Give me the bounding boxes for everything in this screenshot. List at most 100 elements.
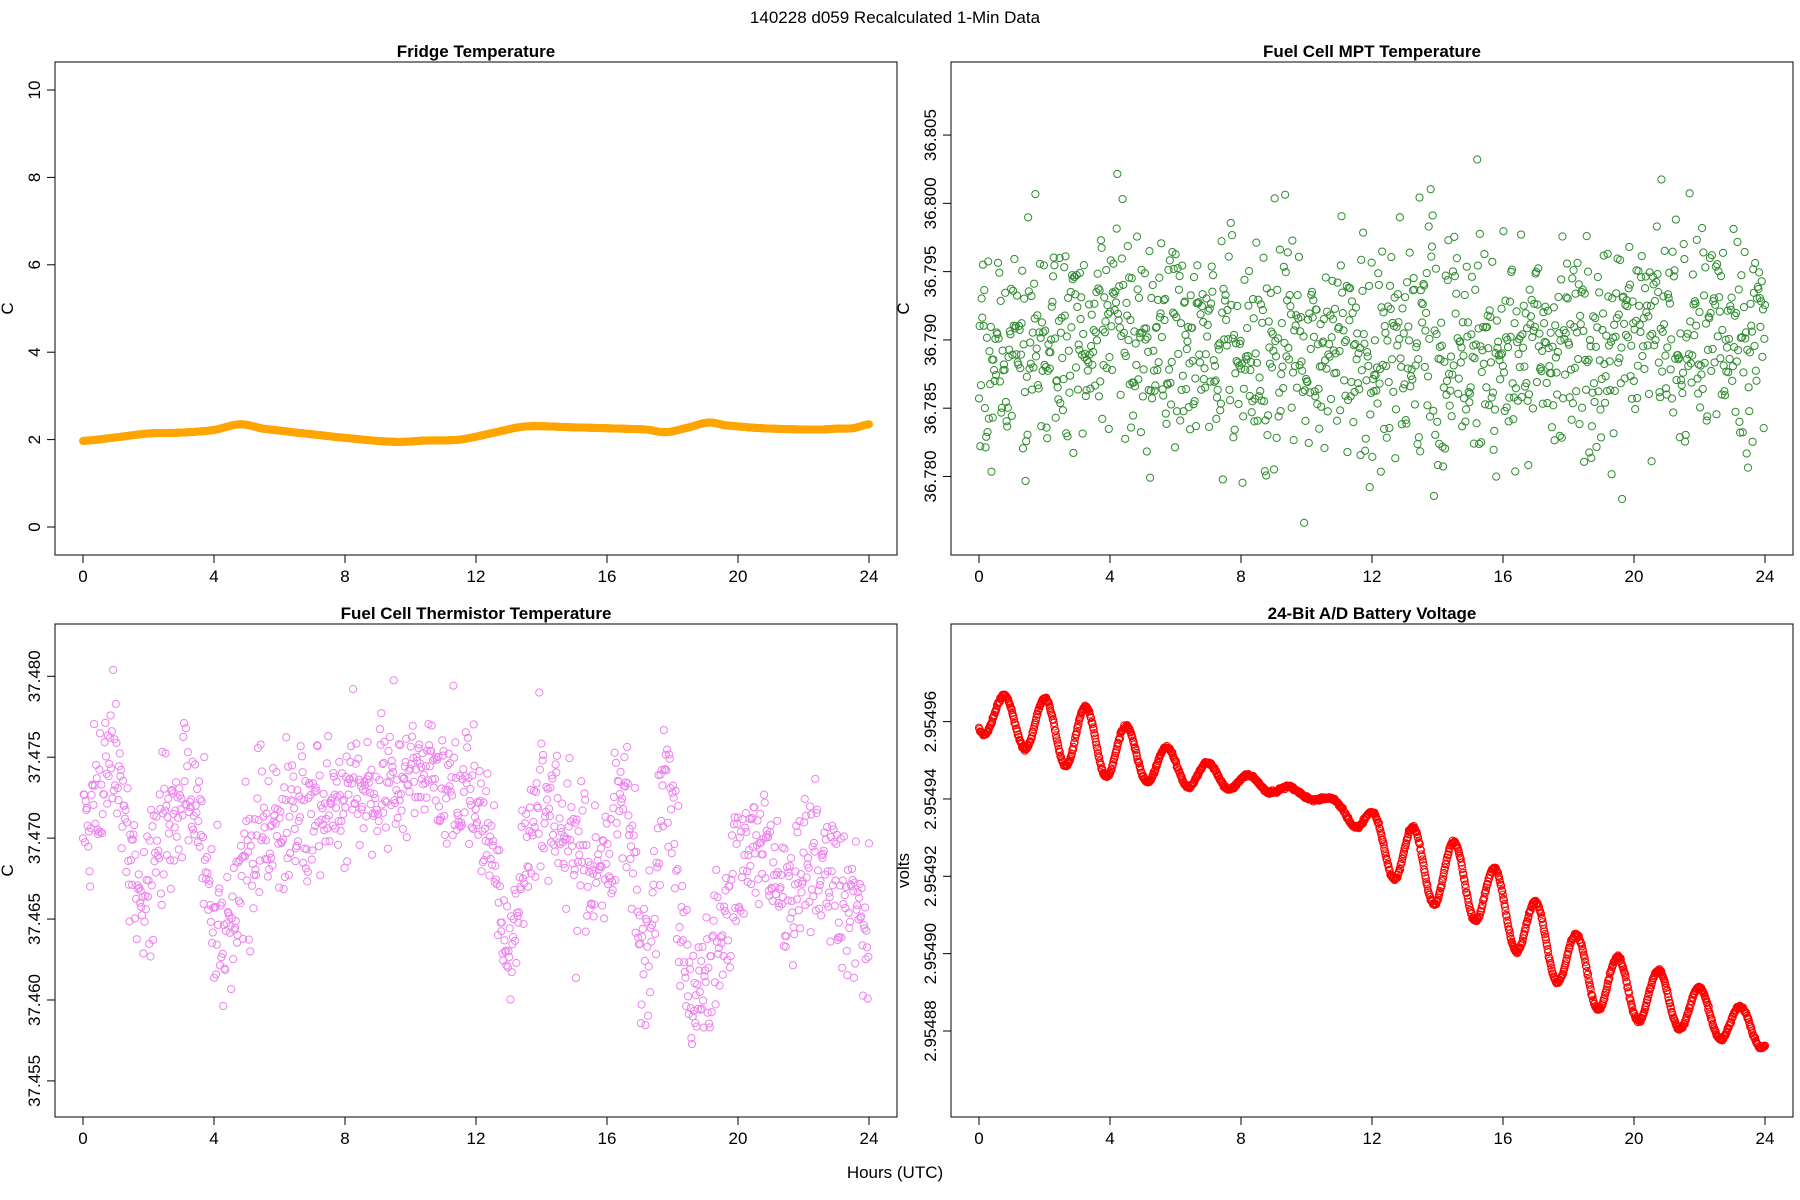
data-point xyxy=(1437,341,1446,350)
data-point xyxy=(197,797,206,806)
data-point xyxy=(1398,304,1407,313)
data-point xyxy=(1049,253,1058,262)
data-point xyxy=(1583,267,1593,276)
data-point xyxy=(1089,326,1098,335)
data-point xyxy=(1058,353,1067,363)
data-point xyxy=(1642,308,1651,317)
data-point xyxy=(375,724,385,734)
data-point xyxy=(982,432,991,441)
data-point xyxy=(986,322,995,332)
data-point xyxy=(760,790,769,799)
data-point xyxy=(1260,397,1269,406)
data-point xyxy=(1115,323,1125,332)
data-point xyxy=(331,803,341,812)
data-point xyxy=(816,876,825,886)
data-point xyxy=(1405,248,1414,257)
data-point xyxy=(1504,417,1513,426)
data-point xyxy=(1213,385,1222,394)
data-point xyxy=(97,780,106,789)
data-point xyxy=(1751,366,1760,375)
y-tick-label: 0 xyxy=(25,522,44,531)
data-point xyxy=(1569,266,1578,275)
data-point xyxy=(666,805,676,814)
data-point xyxy=(1073,302,1082,312)
data-point xyxy=(1323,407,1332,416)
data-point xyxy=(1737,271,1746,280)
data-point xyxy=(1652,222,1661,231)
data-point xyxy=(241,777,250,786)
data-point xyxy=(1743,345,1752,354)
data-point xyxy=(1035,328,1044,337)
data-point xyxy=(797,888,806,897)
data-point xyxy=(1102,265,1111,275)
data-point xyxy=(1693,374,1702,383)
data-point xyxy=(801,811,811,820)
data-point xyxy=(683,940,692,949)
data-point xyxy=(1686,317,1695,326)
data-point xyxy=(1211,376,1220,385)
data-point xyxy=(532,779,541,788)
data-point xyxy=(1020,294,1029,303)
data-point xyxy=(109,665,118,675)
data-point xyxy=(1444,369,1454,378)
data-point xyxy=(506,995,515,1004)
data-point xyxy=(1199,317,1208,327)
data-point xyxy=(160,784,169,793)
data-point xyxy=(1414,433,1423,442)
data-point xyxy=(1198,290,1207,299)
data-point xyxy=(1284,355,1294,364)
data-point xyxy=(1663,290,1673,299)
data-point xyxy=(1706,308,1715,318)
data-point xyxy=(1263,431,1272,440)
data-point xyxy=(1473,155,1482,164)
data-point xyxy=(1476,342,1485,351)
data-point xyxy=(1066,287,1075,297)
data-point xyxy=(1385,423,1394,433)
x-tick-label: 0 xyxy=(974,567,983,586)
data-point xyxy=(1090,381,1100,390)
x-tick-label: 20 xyxy=(729,567,748,586)
data-point xyxy=(1759,424,1768,433)
data-point xyxy=(807,885,817,894)
data-point xyxy=(1539,319,1549,328)
data-point xyxy=(1607,470,1616,479)
data-point xyxy=(1392,322,1401,331)
data-point xyxy=(185,807,194,817)
data-point xyxy=(1210,361,1220,370)
figure-suptitle: 140228 d059 Recalculated 1-Min Data xyxy=(750,8,1041,27)
data-point xyxy=(149,935,158,945)
data-point xyxy=(1093,269,1102,278)
data-point xyxy=(1087,310,1096,319)
data-point xyxy=(1442,376,1452,386)
data-point xyxy=(1551,353,1560,362)
data-point xyxy=(693,980,702,989)
data-point xyxy=(1538,399,1547,408)
data-point xyxy=(1279,384,1288,393)
y-axis-label: C xyxy=(0,302,17,314)
data-point xyxy=(1636,327,1645,337)
data-point xyxy=(1122,298,1131,307)
data-point xyxy=(1720,387,1729,396)
data-point xyxy=(1000,365,1009,374)
data-point xyxy=(974,394,984,403)
data-point xyxy=(1165,256,1174,265)
data-point xyxy=(1351,303,1361,312)
data-point xyxy=(1431,430,1440,439)
data-point xyxy=(612,818,621,828)
data-point xyxy=(1260,467,1269,476)
y-tick-label: 2 xyxy=(25,435,44,444)
x-tick-label: 16 xyxy=(598,1129,617,1148)
data-point xyxy=(1157,332,1167,342)
data-point xyxy=(1696,403,1705,412)
data-point xyxy=(1492,472,1501,481)
data-point xyxy=(363,737,372,747)
data-point xyxy=(1667,394,1677,403)
data-point xyxy=(512,958,521,968)
data-point xyxy=(611,758,621,767)
data-point xyxy=(1566,365,1576,374)
data-point xyxy=(1031,352,1041,361)
data-point xyxy=(1227,300,1236,310)
data-point xyxy=(1652,277,1661,286)
data-point xyxy=(1624,284,1633,293)
